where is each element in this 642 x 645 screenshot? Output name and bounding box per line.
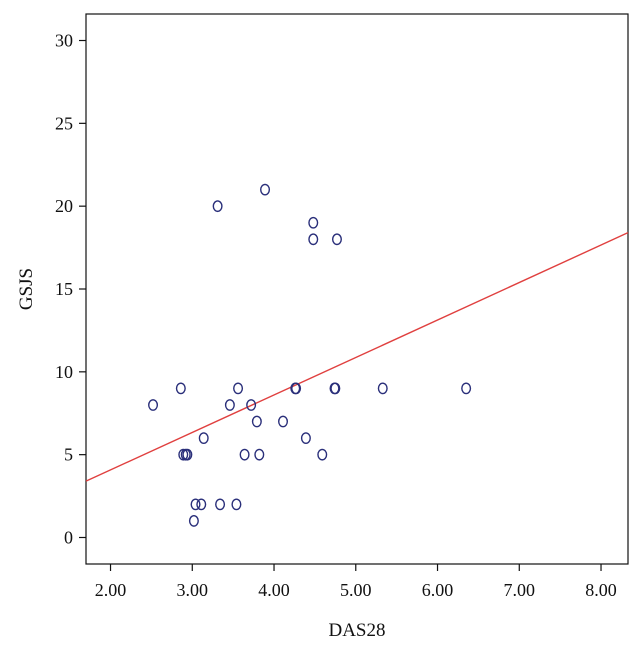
data-point [461, 382, 472, 395]
data-point [224, 399, 235, 411]
y-tick-label: 20 [55, 196, 73, 216]
x-tick-label: 4.00 [258, 580, 290, 600]
y-axis: 0 5 10 15 20 25 30 [55, 31, 86, 547]
data-point [148, 399, 159, 411]
x-tick-label: 2.00 [95, 580, 127, 600]
data-point [231, 498, 242, 511]
data-point [239, 448, 250, 461]
data-point [198, 432, 209, 444]
data-point [317, 448, 328, 461]
plot-frame [85, 13, 629, 565]
data-point [215, 498, 226, 511]
points-layer [148, 183, 472, 527]
y-tick-label: 5 [64, 445, 73, 465]
data-point [246, 399, 257, 411]
data-point [260, 183, 271, 196]
data-point [182, 448, 193, 461]
data-point [291, 382, 302, 395]
x-tick-label: 6.00 [422, 580, 454, 600]
data-point [178, 448, 189, 461]
x-tick-label: 5.00 [340, 580, 372, 600]
data-point [190, 498, 201, 511]
data-point [308, 233, 319, 246]
data-point [251, 415, 262, 428]
y-tick-label: 25 [55, 113, 73, 133]
x-tick-label: 3.00 [177, 580, 209, 600]
data-point [196, 498, 207, 511]
data-point [254, 448, 265, 461]
y-tick-label: 10 [55, 362, 73, 382]
data-point [233, 382, 244, 395]
data-point [331, 233, 342, 246]
x-tick-label: 7.00 [504, 580, 536, 600]
x-axis: 2.00 3.00 4.00 5.00 6.00 7.00 8.00 [95, 564, 617, 600]
data-point [377, 382, 388, 395]
data-point [300, 432, 311, 444]
data-point [330, 382, 341, 395]
data-point [175, 382, 186, 395]
x-axis-title: DAS28 [328, 620, 385, 641]
fit-line-layer [85, 232, 629, 482]
data-point [308, 216, 319, 229]
y-tick-label: 0 [64, 527, 73, 547]
y-axis-title: GSJS [16, 268, 37, 310]
y-tick-label: 30 [55, 31, 73, 51]
y-tick-label: 15 [55, 279, 73, 299]
data-point [278, 415, 289, 428]
fit-line [85, 232, 629, 482]
data-point [188, 515, 199, 527]
data-point [212, 200, 223, 213]
x-tick-label: 8.00 [585, 580, 617, 600]
